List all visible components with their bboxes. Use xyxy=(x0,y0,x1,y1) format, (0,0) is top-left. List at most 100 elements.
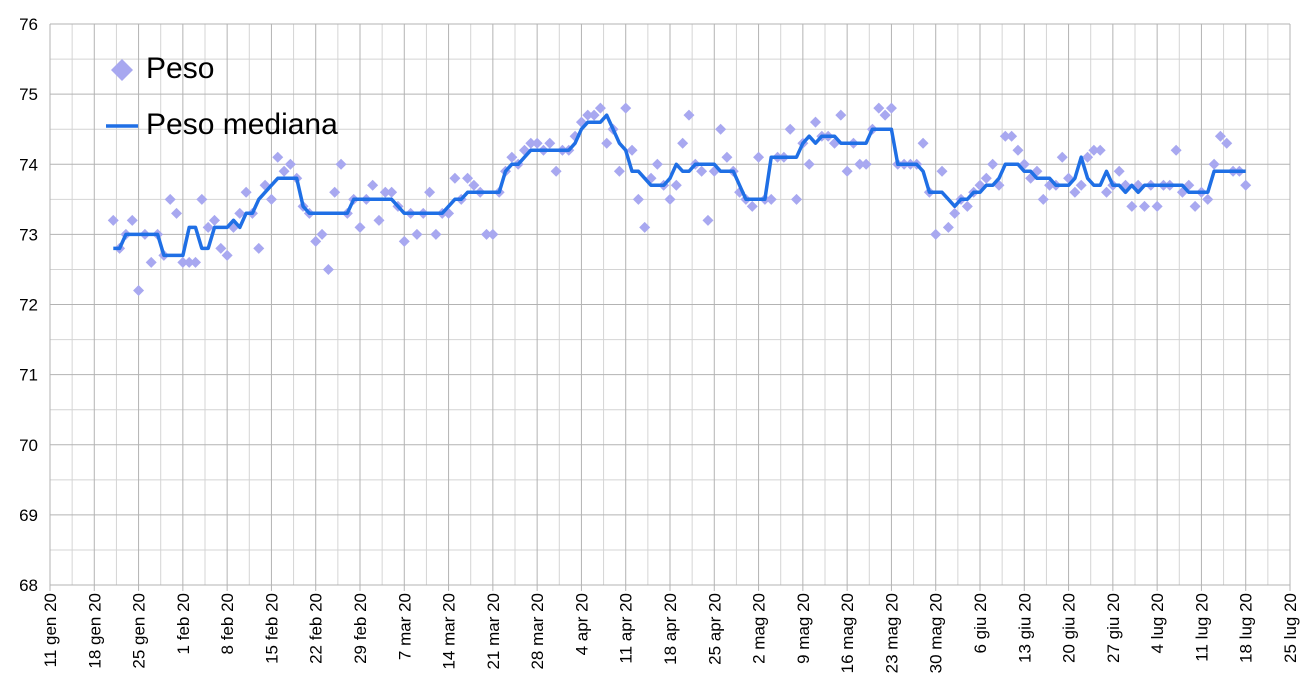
scatter-point xyxy=(942,221,954,233)
scatter-point xyxy=(1113,165,1125,177)
scatter-point xyxy=(234,207,246,219)
scatter-point xyxy=(841,165,853,177)
scatter-point xyxy=(265,193,277,205)
scatter-point xyxy=(183,256,195,268)
scatter-point xyxy=(322,263,334,275)
scatter-point xyxy=(803,158,815,170)
x-tick-label: 15 feb 20 xyxy=(262,593,281,664)
y-tick-label: 76 xyxy=(19,15,38,34)
scatter-point xyxy=(1208,158,1220,170)
x-tick-label: 11 apr 20 xyxy=(617,593,636,664)
scatter-point xyxy=(917,137,929,149)
y-tick-label: 75 xyxy=(19,85,38,104)
scatter-point xyxy=(196,193,208,205)
x-tick-label: 11 lug 20 xyxy=(1192,593,1211,662)
scatter-point xyxy=(639,221,651,233)
scatter-point xyxy=(468,179,480,191)
scatter-point xyxy=(411,228,423,240)
y-tick-label: 70 xyxy=(19,436,38,455)
scatter-point xyxy=(531,137,543,149)
scatter-point xyxy=(1221,137,1233,149)
scatter-point xyxy=(936,165,948,177)
scatter-point xyxy=(999,130,1011,142)
x-tick-label: 25 apr 20 xyxy=(705,593,724,665)
x-tick-label: 1 feb 20 xyxy=(174,593,193,654)
scatter-point xyxy=(1075,179,1087,191)
scatter-point xyxy=(601,137,613,149)
x-tick-label: 6 giu 20 xyxy=(971,593,990,654)
x-tick-label: 18 gen 20 xyxy=(85,593,104,669)
scatter-point xyxy=(354,221,366,233)
x-tick-label: 7 mar 20 xyxy=(395,593,414,660)
scatter-point xyxy=(1094,144,1106,156)
scatter-point xyxy=(1240,179,1252,191)
scatter-point xyxy=(626,144,638,156)
scatter-point xyxy=(949,207,961,219)
scatter-point xyxy=(329,186,341,198)
legend-label: Peso xyxy=(146,52,214,85)
scatter-point xyxy=(284,158,296,170)
x-tick-label: 21 mar 20 xyxy=(484,593,503,670)
scatter-point xyxy=(171,207,183,219)
scatter-point xyxy=(670,179,682,191)
x-tick-label: 18 apr 20 xyxy=(661,593,680,665)
x-tick-label: 29 feb 20 xyxy=(351,593,370,664)
scatter-point xyxy=(481,228,493,240)
x-tick-label: 22 feb 20 xyxy=(307,593,326,664)
scatter-point xyxy=(620,102,632,114)
median-line xyxy=(113,113,1246,258)
x-tick-label: 11 gen 20 xyxy=(41,593,60,667)
scatter-point xyxy=(835,109,847,121)
scatter-point xyxy=(164,193,176,205)
scatter-point xyxy=(253,242,265,254)
scatter-point xyxy=(487,228,499,240)
x-tick-label: 13 giu 20 xyxy=(1015,593,1034,663)
scatter-point xyxy=(683,109,695,121)
scatter-point xyxy=(746,200,758,212)
scatter-point xyxy=(1018,158,1030,170)
x-tick-label: 4 lug 20 xyxy=(1148,593,1167,654)
scatter-point xyxy=(126,214,138,226)
y-tick-label: 68 xyxy=(19,576,38,595)
y-tick-label: 74 xyxy=(19,155,38,174)
scatter-point xyxy=(1138,200,1150,212)
scatter-point xyxy=(177,256,189,268)
scatter-point xyxy=(791,193,803,205)
scatter-point xyxy=(1006,130,1018,142)
scatter-point xyxy=(278,165,290,177)
scatter-point xyxy=(594,102,606,114)
scatter-point xyxy=(873,102,885,114)
scatter-point xyxy=(550,165,562,177)
x-tick-label: 28 mar 20 xyxy=(528,593,547,670)
scatter-point xyxy=(379,186,391,198)
x-tick-label: 30 mag 20 xyxy=(927,593,946,673)
scatter-point xyxy=(1088,144,1100,156)
scatter-point xyxy=(424,186,436,198)
scatter-point xyxy=(1082,151,1094,163)
scatter-point xyxy=(1056,151,1068,163)
scatter-point xyxy=(696,165,708,177)
scatter-point xyxy=(215,242,227,254)
scatter-point xyxy=(462,172,474,184)
scatter-point xyxy=(449,172,461,184)
scatter-point xyxy=(190,256,202,268)
scatter-point xyxy=(588,109,600,121)
scatter-point xyxy=(1101,186,1113,198)
scatter-point xyxy=(107,214,119,226)
scatter-point xyxy=(310,235,322,247)
y-tick-label: 73 xyxy=(19,225,38,244)
y-tick-label: 71 xyxy=(19,366,38,385)
x-tick-label: 16 mag 20 xyxy=(838,593,857,673)
x-tick-label: 25 lug 20 xyxy=(1281,593,1300,663)
scatter-point xyxy=(430,228,442,240)
scatter-point xyxy=(316,228,328,240)
scatter-point xyxy=(240,186,252,198)
scatter-point xyxy=(879,109,891,121)
scatter-point xyxy=(677,137,689,149)
scatter-point xyxy=(1170,144,1182,156)
scatter-point xyxy=(613,165,625,177)
x-tick-label: 23 mag 20 xyxy=(882,593,901,673)
scatter-point xyxy=(1151,200,1163,212)
scatter-point xyxy=(1202,193,1214,205)
